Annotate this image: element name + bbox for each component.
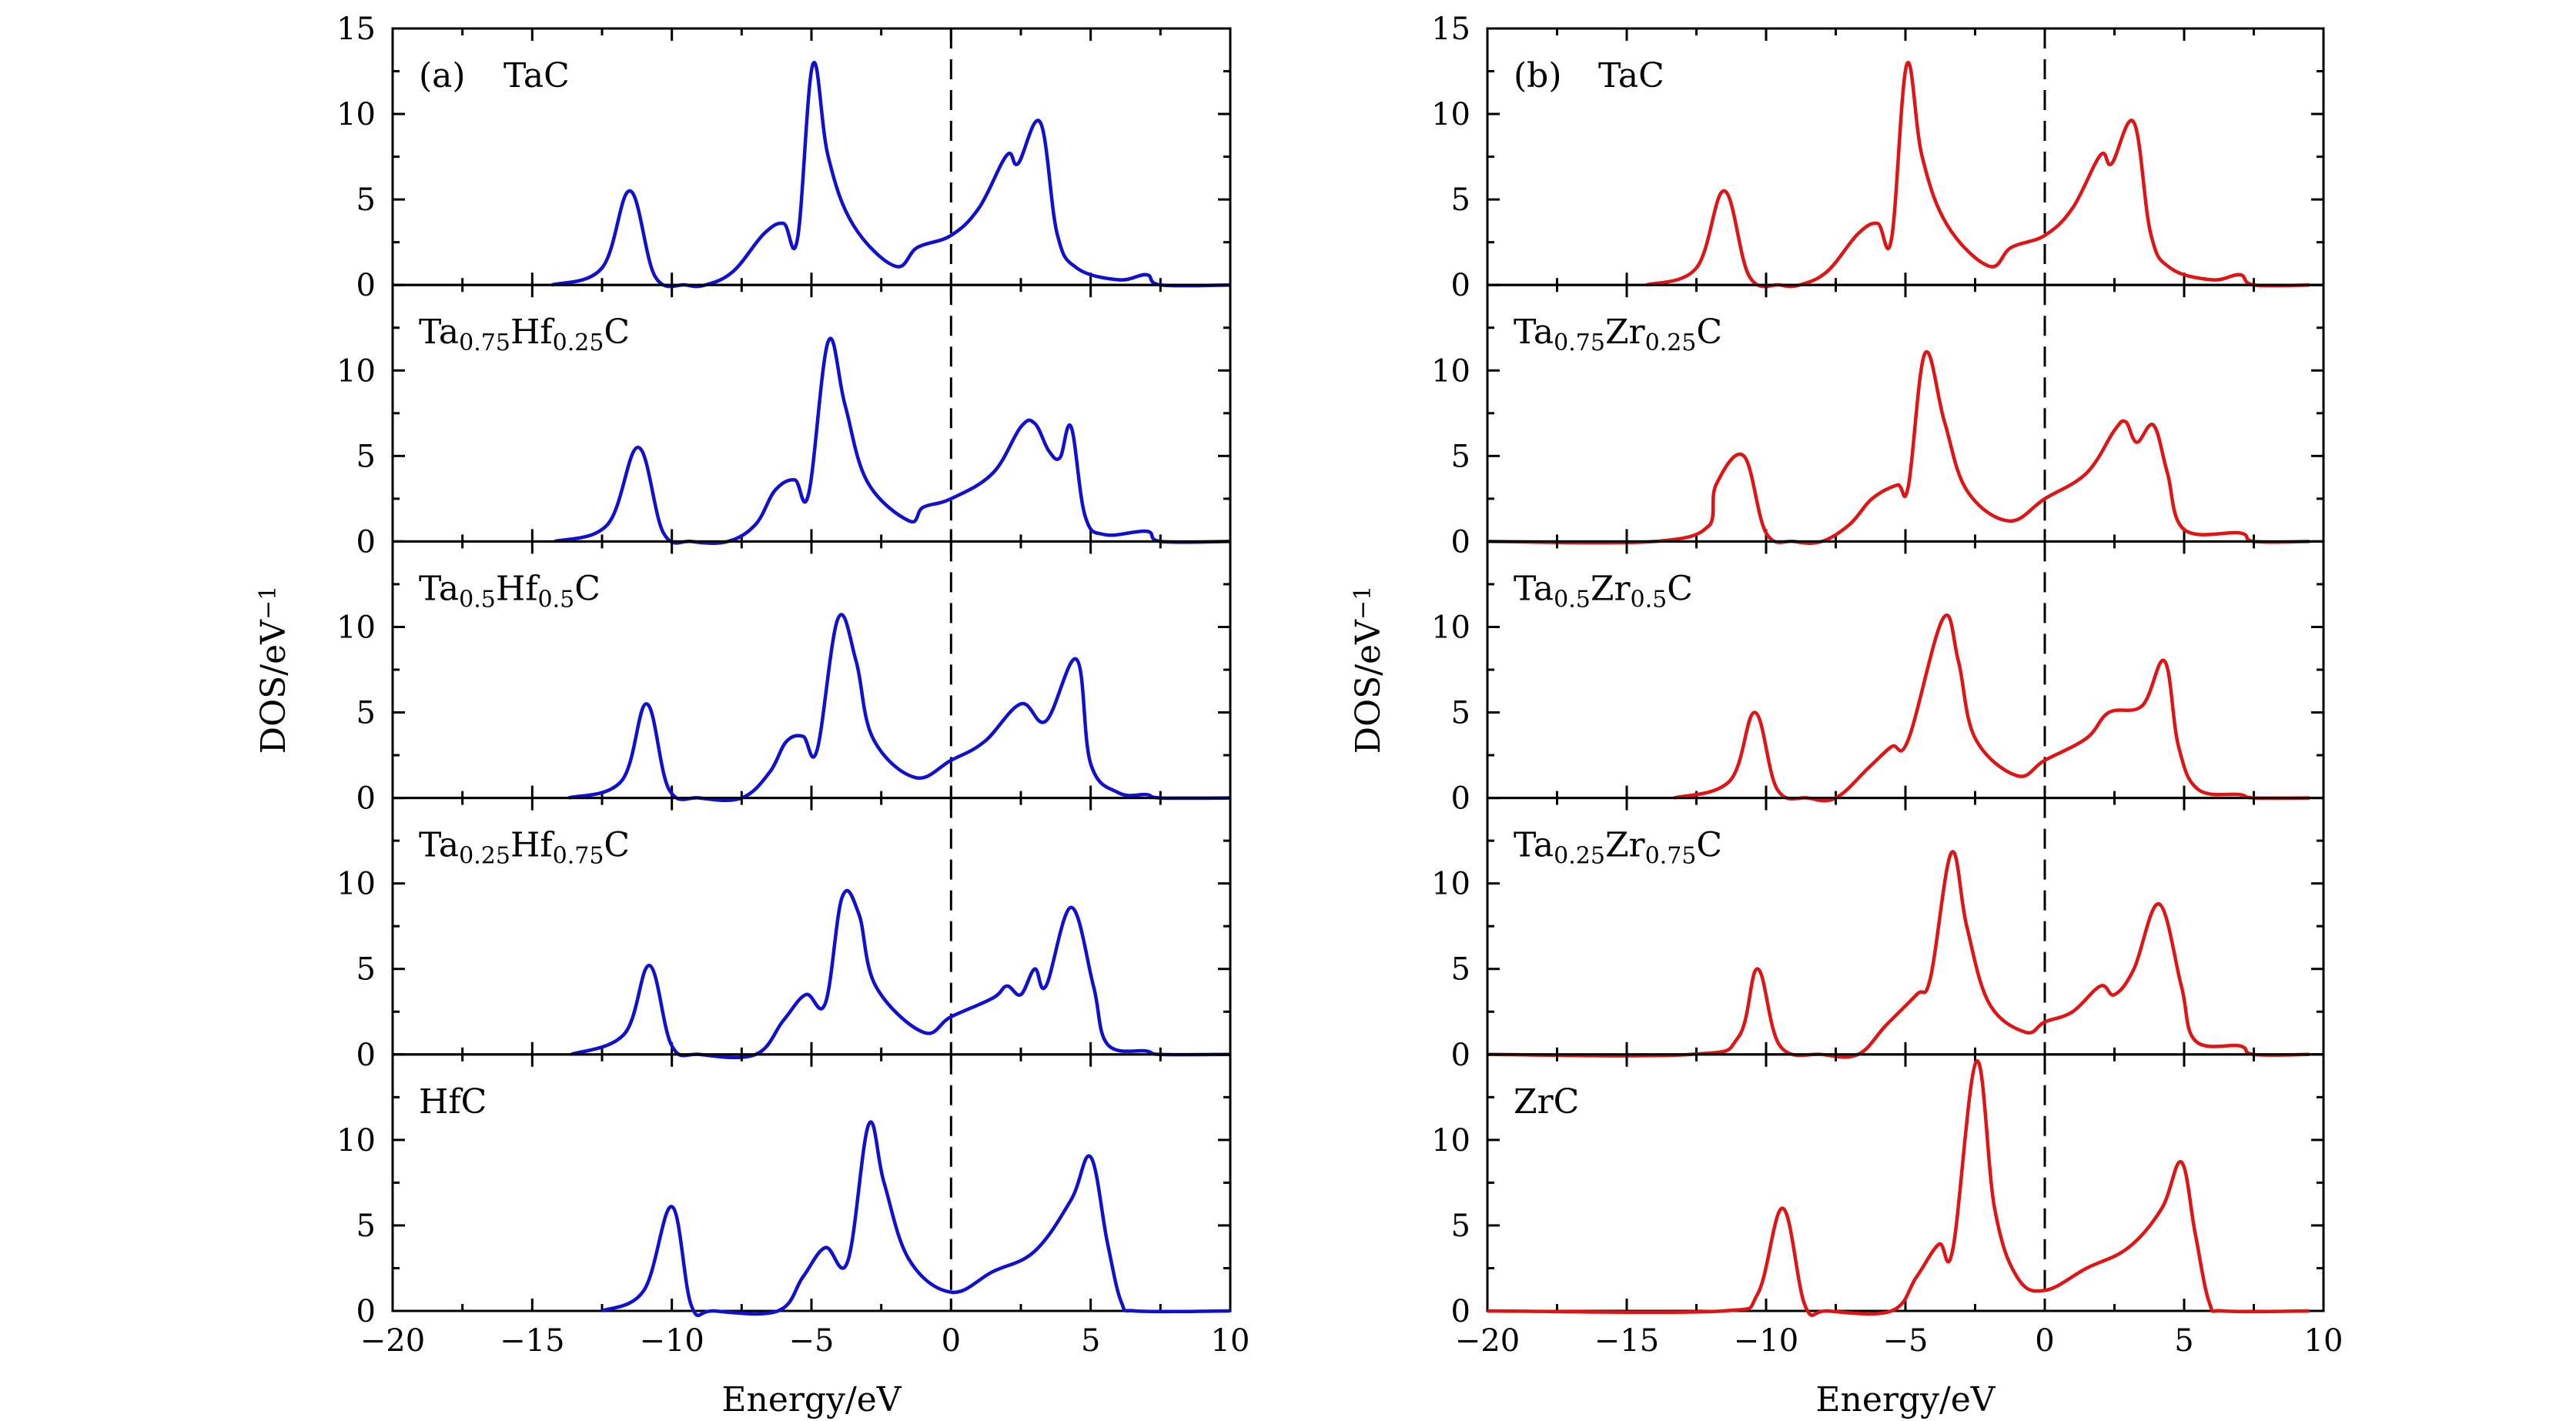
y-axis-title: DOS/eV−1 [1349, 586, 1388, 754]
subplot-b-5: 0 5 10 ZrC [1431, 1053, 2325, 1329]
x-tick-label: 10 [2304, 1323, 2343, 1359]
panel-a: 0 5 10 15 TaC (a) 0 5 10 Ta0.75Hf0.25C 0 5 10 Ta0.5Hf… [254, 12, 1250, 1419]
y-tick-label: 5 [1451, 952, 1470, 988]
subplot-label: Ta0.25Zr0.75C [1514, 826, 1722, 870]
dos-curve [1487, 349, 2310, 545]
panel-tag: (a) [419, 56, 466, 95]
x-tick-label: 0 [2035, 1323, 2054, 1359]
dos-curve [1645, 60, 2310, 289]
dos-curve [567, 613, 1231, 803]
subplot-a-4: 0 5 10 Ta0.25Hf0.75C [336, 797, 1232, 1073]
x-tick-label: −15 [1594, 1323, 1659, 1359]
x-tick-label: 10 [1211, 1323, 1250, 1359]
y-tick-label: 0 [1451, 524, 1470, 560]
x-tick-label: −5 [1883, 1323, 1929, 1359]
subplot-b-4: 0 5 10 Ta0.25Zr0.75C [1431, 797, 2325, 1073]
subplot-label: Ta0.5Zr0.5C [1514, 569, 1693, 613]
x-axis-title: Energy/eV [1815, 1380, 1996, 1419]
y-tick-label: 5 [1451, 1209, 1470, 1244]
y-tick-label: 10 [336, 97, 376, 132]
x-tick-label: 5 [1081, 1323, 1100, 1359]
x-tick-label: 0 [942, 1323, 961, 1359]
y-tick-label: 0 [356, 1038, 376, 1073]
panel-tag: (b) [1514, 56, 1562, 95]
x-tick-label: −20 [1455, 1323, 1520, 1359]
subplot-label: Ta0.5Hf0.5C [419, 569, 601, 613]
dos-curve [570, 889, 1231, 1060]
subplot-label: Ta0.25Hf0.75C [419, 826, 630, 870]
dos-curve [1487, 850, 2310, 1059]
y-tick-label: 15 [1431, 12, 1470, 47]
subplot-a-3: 0 5 10 Ta0.5Hf0.5C [336, 540, 1232, 817]
subplot-frame [391, 1053, 1232, 1312]
subplot-b-1: 0 5 10 15 TaC (b) [1431, 12, 2325, 303]
subplot-a-2: 0 5 10 Ta0.75Hf0.25C [336, 283, 1232, 560]
x-tick-label: −10 [1734, 1323, 1798, 1359]
y-axis-title: DOS/eV−1 [254, 586, 293, 754]
y-tick-label: 5 [356, 952, 376, 988]
x-tick-label: 5 [2174, 1323, 2193, 1359]
y-tick-label: 5 [1451, 696, 1470, 731]
y-tick-label: 10 [1431, 610, 1470, 645]
y-tick-label: 5 [356, 1209, 376, 1244]
dos-curve [1673, 614, 2310, 803]
x-axis-title: Energy/eV [721, 1380, 902, 1419]
subplot-label: Ta0.75Zr0.25C [1514, 313, 1722, 356]
subplot-frame [1486, 1053, 2325, 1312]
subplot-b-3: 0 5 10 Ta0.5Zr0.5C [1431, 540, 2325, 817]
subplot-label: ZrC [1514, 1082, 1579, 1122]
subplot-a-1: 0 5 10 15 TaC (a) [336, 12, 1232, 303]
y-tick-label: 10 [336, 353, 376, 389]
subplot-label: TaC [503, 56, 570, 95]
y-tick-label: 15 [336, 12, 376, 47]
x-tick-label: −5 [789, 1323, 835, 1359]
x-tick-label: −10 [639, 1323, 704, 1359]
y-tick-label: 10 [1431, 97, 1470, 132]
y-tick-label: 5 [356, 439, 376, 474]
y-tick-label: 10 [336, 867, 376, 902]
subplot-a-5: 0 5 10 HfC [336, 1053, 1232, 1329]
dos-curve [550, 60, 1231, 289]
y-tick-label: 10 [336, 1123, 376, 1159]
x-tick-label: −15 [500, 1323, 564, 1359]
y-tick-label: 5 [1451, 182, 1470, 218]
subplot-b-2: 0 5 10 Ta0.75Zr0.25C [1431, 283, 2325, 560]
y-tick-label: 10 [1431, 867, 1470, 902]
subplot-label: TaC [1598, 56, 1664, 95]
y-tick-label: 0 [356, 268, 376, 303]
y-tick-label: 0 [1451, 1038, 1470, 1073]
y-tick-label: 0 [356, 1294, 376, 1329]
y-tick-label: 0 [1451, 781, 1470, 817]
x-tick-label: −20 [360, 1323, 425, 1359]
panel-b: 0 5 10 15 TaC (b) 0 5 10 Ta0.75Zr0.25C 0 5 10 Ta0.5Zr… [1349, 12, 2343, 1419]
subplot-label: HfC [419, 1082, 487, 1122]
dos-curve [601, 1120, 1231, 1317]
y-tick-label: 0 [1451, 1294, 1470, 1329]
y-tick-label: 5 [356, 182, 376, 218]
y-tick-label: 0 [356, 781, 376, 817]
y-tick-label: 10 [1431, 1123, 1470, 1159]
y-tick-label: 0 [1451, 268, 1470, 303]
dos-curve [554, 336, 1231, 545]
y-tick-label: 5 [356, 696, 376, 731]
dos-curve [1487, 1059, 2310, 1317]
y-tick-label: 5 [1451, 439, 1470, 474]
y-tick-label: 10 [1431, 353, 1470, 389]
y-tick-label: 0 [356, 524, 376, 560]
subplot-label: Ta0.75Hf0.25C [419, 313, 630, 356]
y-tick-label: 10 [336, 610, 376, 645]
